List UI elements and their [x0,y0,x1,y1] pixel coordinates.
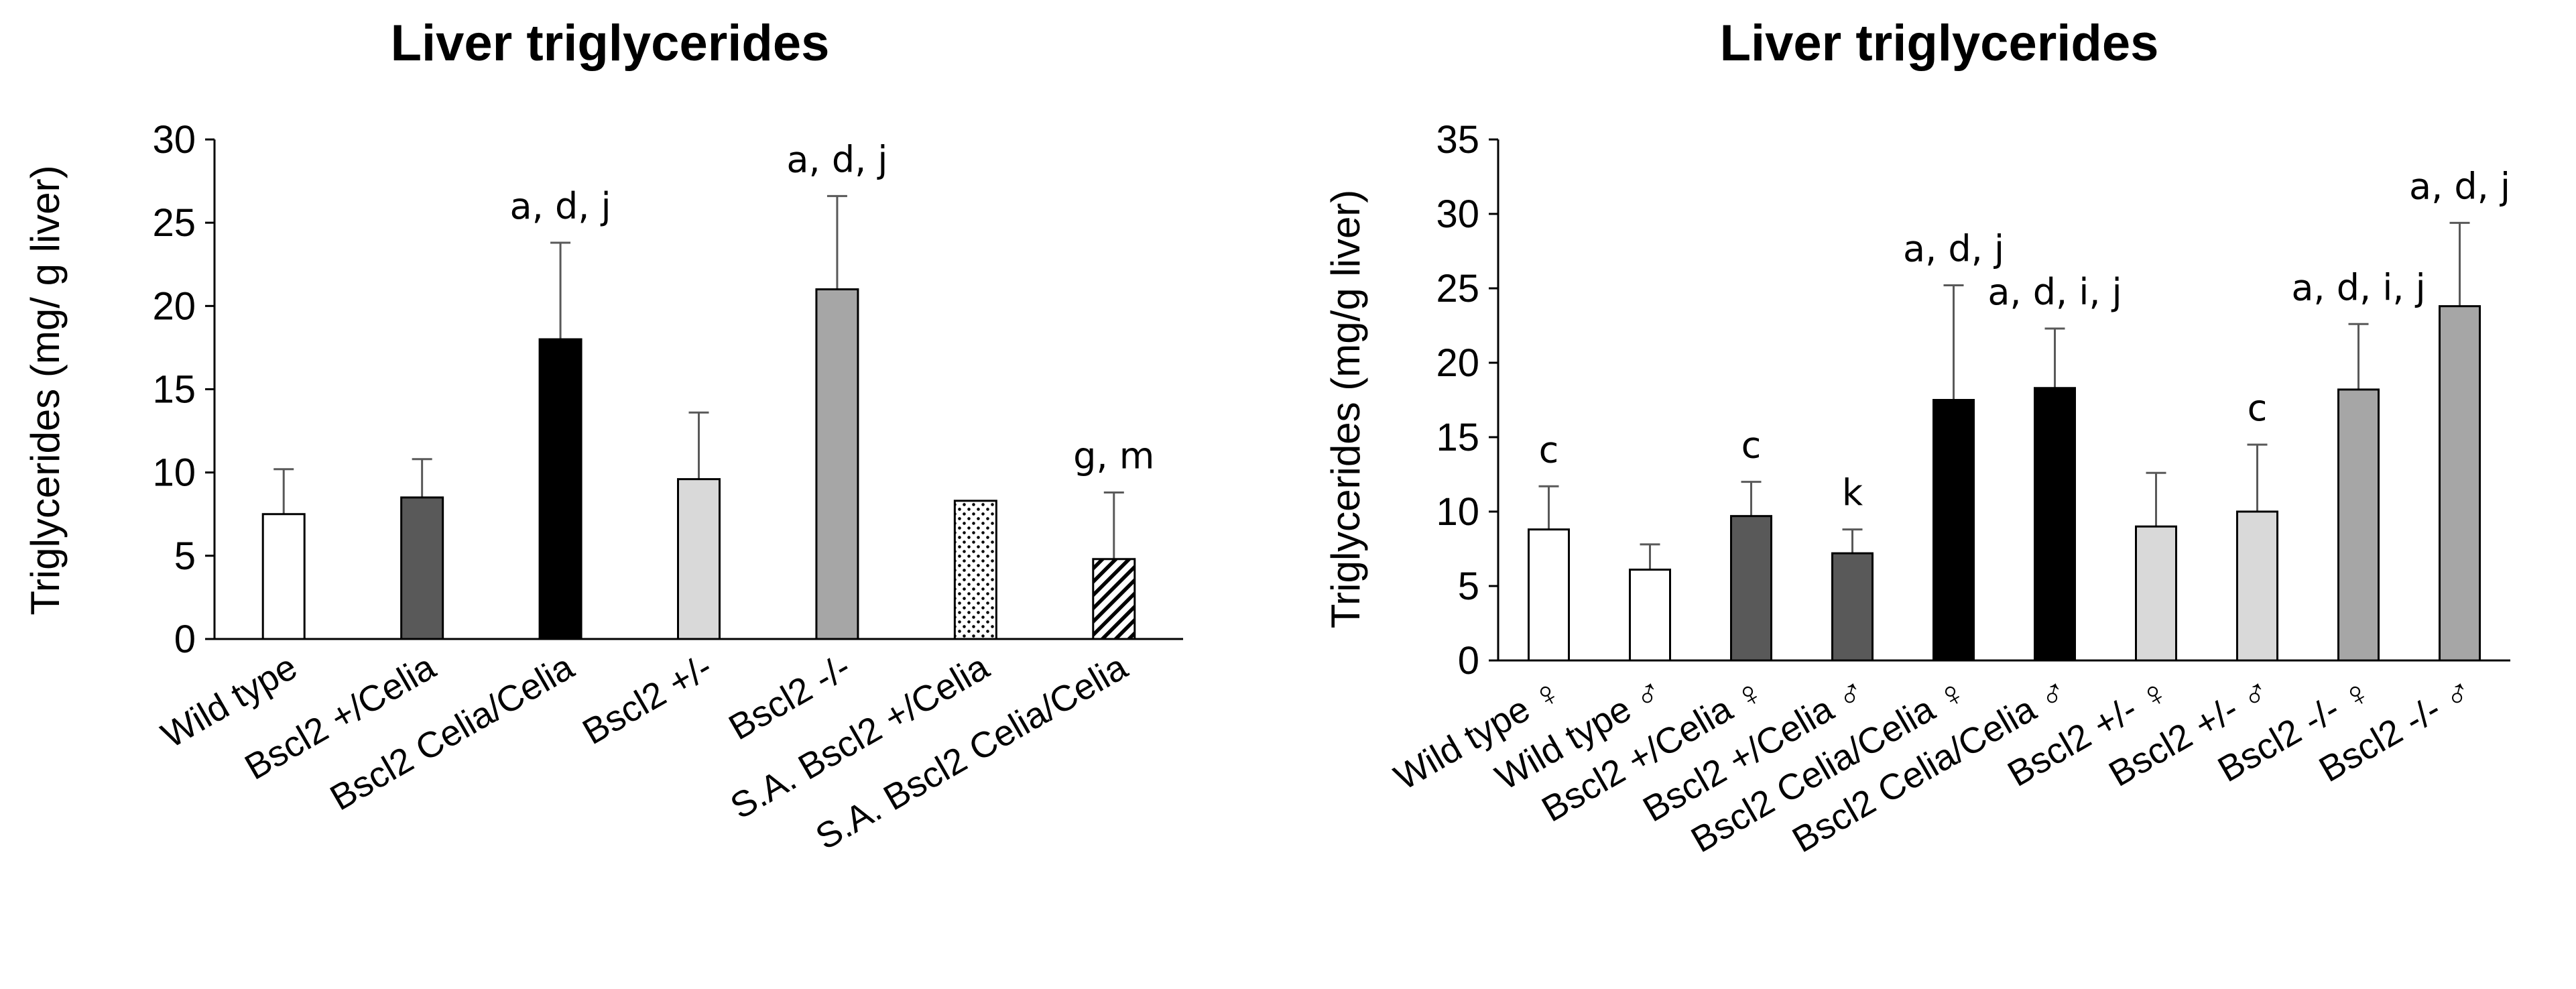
chart-right: Liver triglycerides Triglycerides (mg/g … [1323,15,2510,860]
chart-right-y-tick-label: 35 [1436,118,1479,162]
chart-left-bars [261,194,1136,640]
chart-left-y-tick-label: 10 [152,451,196,495]
chart-left-significance-label: g, m [1073,434,1154,477]
chart-left-bar [815,288,859,640]
chart-right-significance-label: a, d, i, j [1987,271,2122,313]
chart-right-bar [1730,515,1772,662]
chart-left-y-tick-label: 20 [152,284,196,328]
chart-left-bar [400,496,444,640]
chart-right-y-tick-label: 15 [1436,416,1479,459]
chart-left-bar [261,513,306,640]
chart-right-y-tick-label: 25 [1436,267,1479,310]
chart-right-significance-label: a, d, j [2409,165,2510,207]
chart-right-bar [1933,399,1975,662]
chart-right-y-tick-label: 10 [1436,490,1479,534]
chart-right-bars [1528,221,2481,662]
chart-left-bar [953,500,997,640]
chart-right-y-tick-label: 0 [1458,639,1479,683]
chart-right-significance-label: c [1741,424,1762,467]
chart-left-y-tick-label: 25 [152,201,196,245]
chart-left-y-axis-label: Triglycerides (mg/ g liver) [23,165,68,615]
chart-left-title: Liver triglycerides [391,15,830,72]
chart-right-significance-label: c [2248,387,2268,429]
chart-right-significance-label: c [1539,428,1559,471]
chart-left-significance-label: a, d, j [510,185,611,227]
chart-right-bar [1528,528,1570,662]
chart-left-bar [1092,558,1136,640]
chart-right-bar [2337,388,2380,662]
chart-left-bar [677,478,721,640]
chart-left-y-tick-label: 30 [152,118,196,162]
chart-right-significance-label: a, d, j [1903,228,2004,270]
chart-right-bar [2439,305,2481,662]
chart-left-y-tick-label: 15 [152,368,196,412]
chart-right-significance-label: k [1842,472,1863,514]
chart-left: Liver triglycerides Triglycerides (mg/ g… [23,15,1183,858]
chart-left-y-tick-label: 0 [174,618,196,661]
chart-right-y-tick-label: 30 [1436,192,1479,236]
chart-left-y-tick-label: 5 [174,534,196,578]
chart-right-y-tick-label: 5 [1458,565,1479,608]
chart-right-bar [2236,510,2278,662]
chart-right-bar [1629,569,1671,662]
chart-right-title: Liver triglycerides [1720,15,2159,72]
chart-left-category-label: Bscl2 Celia/Celia [324,646,581,819]
chart-left-axes: 0 5 10 15 20 25 30 [152,118,1183,661]
chart-left-bar [538,338,582,640]
chart-right-bar [1831,552,1874,662]
chart-right-y-tick-label: 20 [1436,341,1479,385]
chart-left-category-label: Bscl2 +/- [576,646,719,752]
chart-right-y-axis-label: Triglycerides (mg/g liver) [1323,190,1368,629]
chart-right-significance-label: a, d, i, j [2291,266,2425,308]
chart-right-bar [2034,387,2076,662]
chart-right-bar [2135,525,2177,662]
chart-left-significance-label: a, d, j [786,138,887,180]
